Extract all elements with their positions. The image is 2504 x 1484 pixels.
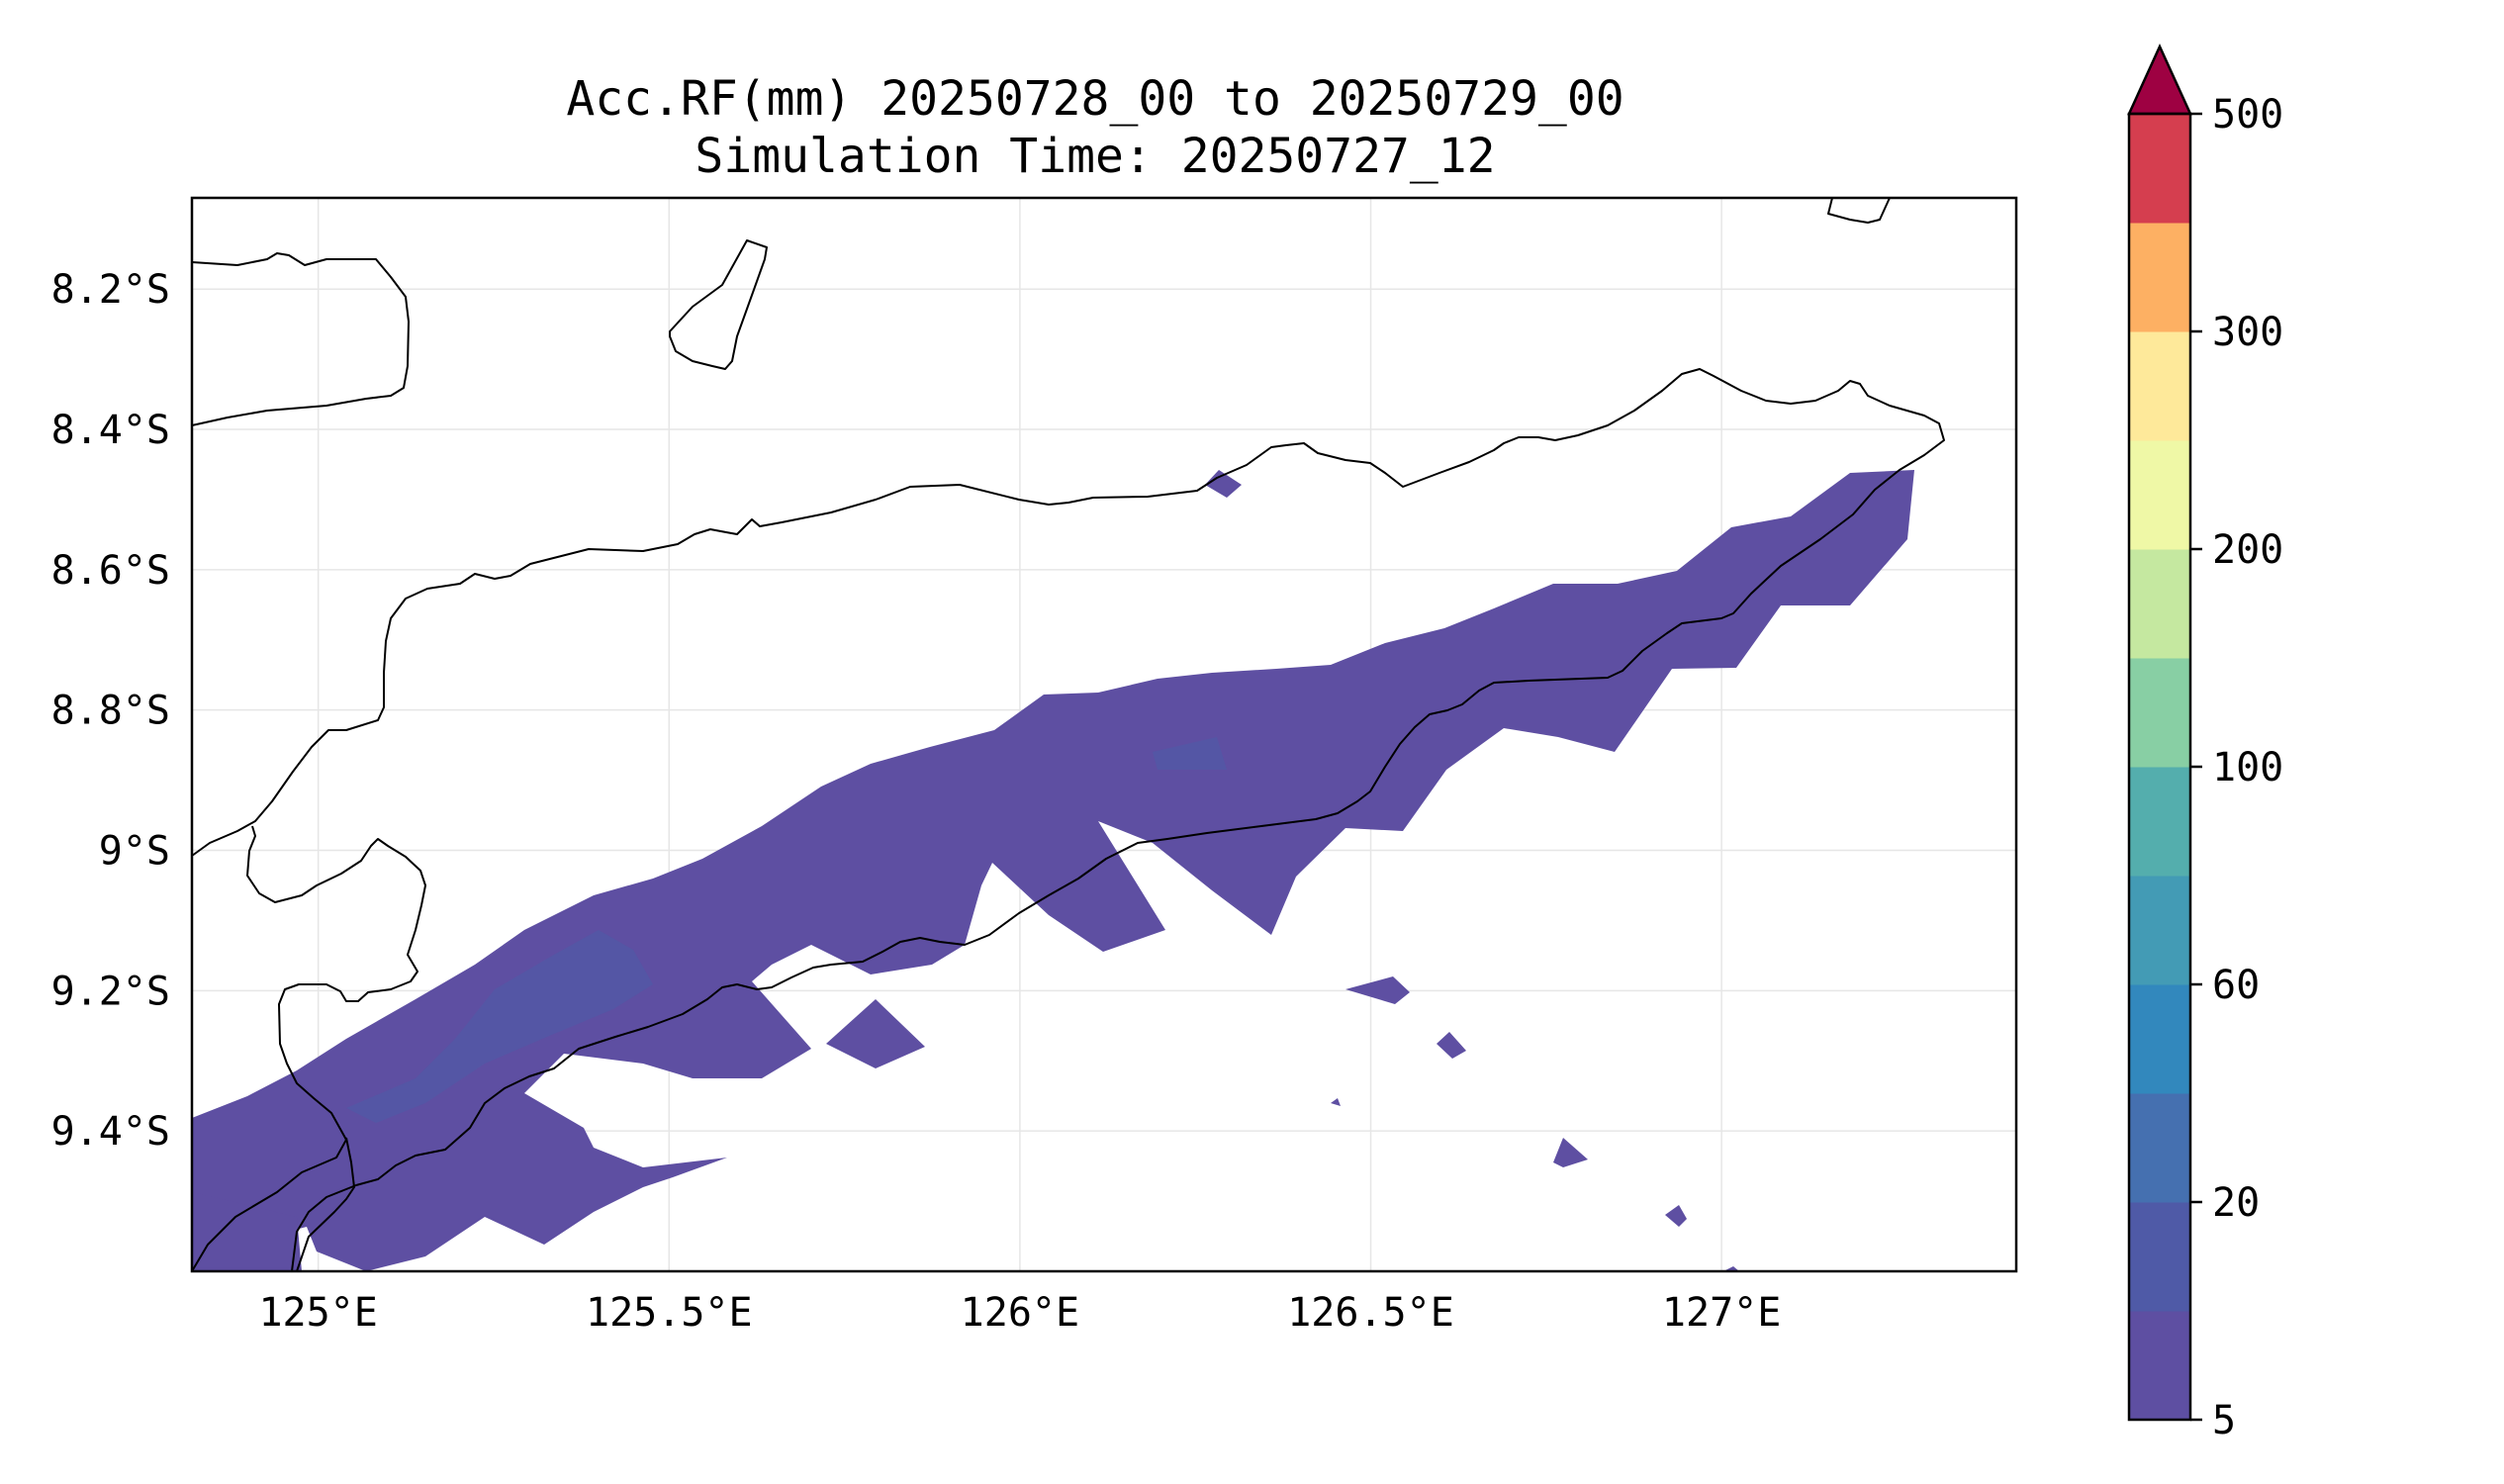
colorbar-segment — [2129, 440, 2190, 550]
colorbar-segment — [2129, 549, 2190, 659]
colorbar-segment — [2129, 876, 2190, 985]
colorbar-segment — [2129, 223, 2190, 332]
coastlines — [191, 197, 1945, 1272]
rain-blob-2 — [1205, 470, 1242, 498]
colorbar-tick-label: 5 — [2212, 1398, 2236, 1443]
lon-tick-label: 127°E — [1662, 1290, 1781, 1336]
colorbar-segment — [2129, 114, 2190, 224]
map-subtitle: Simulation Time: 20250727_12 — [695, 129, 1495, 184]
lon-tick-label: 125°E — [258, 1290, 377, 1336]
colorbar-segment — [2129, 1202, 2190, 1312]
coastline-timor-main — [191, 368, 1945, 1272]
map-title: Acc.RF(mm) 20250728_00 to 20250729_00 — [566, 71, 1623, 127]
rain-band-west-lobe — [192, 1192, 302, 1271]
rain-blob-5 — [1331, 1098, 1341, 1106]
colorbar-tick-labels: 5 20 60 100 200 300 500 — [2190, 92, 2283, 1443]
lon-tick-label: 125.5°E — [586, 1290, 753, 1336]
longitude-tick-labels: 125°E 125.5°E 126°E 126.5°E 127°E — [258, 1290, 1781, 1336]
colorbar: 5 20 60 100 200 300 500 — [2127, 43, 2283, 1443]
rain-blob-6 — [1553, 1138, 1588, 1167]
map-panel: 125°E 125.5°E 126°E 126.5°E 127°E 8.2°S 8.4°S… — [51, 196, 2018, 1336]
lat-tick-label: 8.2°S — [51, 267, 170, 313]
lat-tick-label: 8.4°S — [51, 408, 170, 453]
coastline-border — [296, 1137, 355, 1272]
colorbar-segments — [2129, 114, 2190, 1421]
colorbar-segment — [2129, 1311, 2190, 1421]
rain-blob-7 — [1665, 1205, 1687, 1227]
lat-tick-label: 9.4°S — [51, 1109, 170, 1155]
colorbar-tick-label: 60 — [2212, 963, 2260, 1008]
lat-tick-label: 8.6°S — [51, 548, 170, 594]
rain-blob-1 — [826, 999, 925, 1068]
colorbar-segment — [2129, 331, 2190, 441]
coastline-atauro-island — [669, 239, 768, 370]
lat-tick-label: 9.2°S — [51, 969, 170, 1014]
rain-blob-3 — [1345, 976, 1410, 1004]
colorbar-segment — [2129, 984, 2190, 1094]
rain-band-main — [192, 470, 1914, 1271]
lat-tick-label: 9°S — [99, 829, 170, 875]
colorbar-segment — [2129, 1093, 2190, 1203]
colorbar-tick-label: 500 — [2212, 92, 2283, 138]
lon-tick-label: 126°E — [961, 1290, 1079, 1336]
coastline-oecusse — [191, 825, 426, 1272]
colorbar-extend-triangle — [2127, 43, 2192, 116]
map-frame — [190, 196, 2018, 1273]
colorbar-segment — [2129, 658, 2190, 768]
colorbar-segment — [2129, 767, 2190, 877]
coastline-timor-north — [191, 252, 410, 426]
lat-tick-label: 8.8°S — [51, 689, 170, 734]
rain-blob-4 — [1437, 1032, 1466, 1059]
rainfall-field — [192, 470, 1914, 1271]
rain-patch-inner-small — [1153, 737, 1227, 770]
colorbar-tick-label: 20 — [2212, 1180, 2260, 1226]
colorbar-tick-label: 300 — [2212, 310, 2283, 355]
rain-patch-inner — [346, 930, 653, 1123]
coastline-wetar-fragment — [1827, 197, 1891, 224]
colorbar-tick-label: 100 — [2212, 745, 2283, 790]
colorbar-tick-label: 200 — [2212, 527, 2283, 573]
lon-tick-label: 126.5°E — [1287, 1290, 1454, 1336]
latitude-tick-labels: 8.2°S 8.4°S 8.6°S 8.8°S 9°S 9.2°S 9.4°S — [51, 267, 170, 1155]
